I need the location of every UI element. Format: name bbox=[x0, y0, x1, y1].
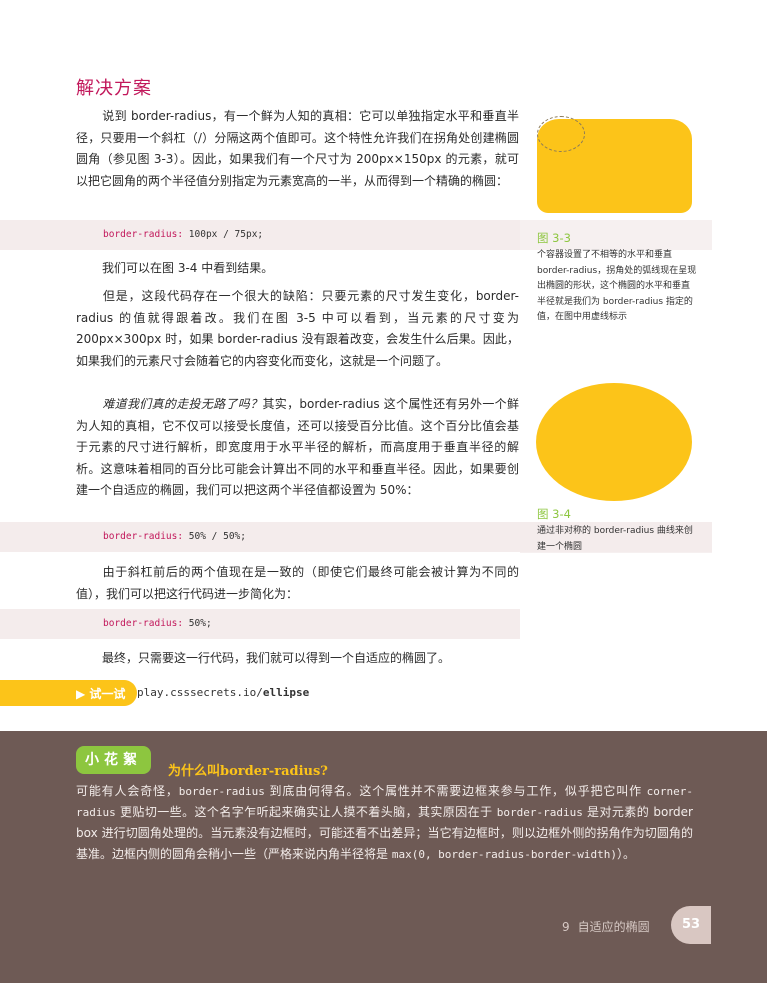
code-value: 100px / 75px; bbox=[183, 229, 264, 240]
tryit-url-prefix: play.csssecrets.io/ bbox=[137, 686, 263, 699]
tryit-link[interactable]: play.csssecrets.io/ellipse bbox=[137, 686, 309, 699]
tryit-band bbox=[0, 680, 137, 706]
code-prop: border-radius: bbox=[103, 531, 184, 542]
section-title: 解决方案 bbox=[76, 78, 152, 99]
paragraph-6-text: 最终，只需要这一行代码，我们就可以得到一个自适应的椭圆了。 bbox=[102, 651, 451, 665]
tip-code: corner-radius bbox=[76, 785, 693, 819]
code-block-1: border-radius: 100px / 75px; bbox=[0, 220, 520, 250]
footer: 9 自适应的椭圆 bbox=[562, 918, 650, 935]
chapter-title: 自适应的椭圆 bbox=[577, 920, 650, 934]
paragraph-6: 最终，只需要这一行代码，我们就可以得到一个自适应的椭圆了。 bbox=[76, 648, 519, 670]
paragraph-3: 但是，这段代码存在一个很大的缺陷：只要元素的尺寸发生变化，border-radi… bbox=[76, 286, 519, 372]
paragraph-4-text: 其实，border-radius 这个属性还有另外一个鲜为人知的真相，它不仅可以… bbox=[76, 397, 519, 497]
figure-3-3-dashed-ellipse bbox=[537, 116, 585, 152]
code-prop: border-radius: bbox=[103, 618, 184, 629]
figure-3-4-caption: 通过非对称的 border-radius 曲线来创建一个椭圆 bbox=[537, 526, 693, 552]
tip-code: max(0, border-radius-border-width) bbox=[391, 848, 617, 861]
tip-text: 到底由何得名。这个属性并不需要边框来参与工作，似乎把它叫作 bbox=[264, 784, 647, 798]
figure-3-3-title: 图 3-3 bbox=[537, 231, 571, 245]
paragraph-1-text: 说到 border-radius，有一个鲜为人知的真相：它可以单独指定水平和垂直… bbox=[76, 109, 519, 188]
page-number: 53 bbox=[671, 906, 711, 944]
paragraph-1: 说到 border-radius，有一个鲜为人知的真相：它可以单独指定水平和垂直… bbox=[76, 106, 519, 192]
tip-text: 是对元素的 border box 进行切圆角处理的。当元素没有边框时，可能还看不… bbox=[76, 805, 693, 861]
tryit-url-slug: ellipse bbox=[262, 686, 310, 699]
tip-text: 可能有人会奇怪， bbox=[76, 784, 179, 798]
tip-text: 更贴切一些。这个名字乍听起来确实让人摸不着头脑，其实原因在于 bbox=[115, 805, 497, 819]
code-value: 50% / 50%; bbox=[183, 531, 246, 542]
code-block-2: border-radius: 50% / 50%; bbox=[0, 522, 712, 552]
paragraph-5-text: 由于斜杠前后的两个值现在是一致的（即使它们最终可能会被计算为不同的值），我们可以… bbox=[76, 565, 519, 601]
tip-text: ）。 bbox=[617, 847, 636, 861]
figure-3-3-caption: 个容器设置了不相等的水平和垂直 border-radius，拐角处的弧线现在呈现… bbox=[537, 250, 697, 322]
code-prop: border-radius: bbox=[103, 229, 184, 240]
paragraph-2: 我们可以在图 3-4 中看到结果。 bbox=[76, 258, 519, 280]
figure-3-4-title: 图 3-4 bbox=[537, 507, 571, 521]
paragraph-4: 难道我们真的走投无路了吗？其实，border-radius 这个属性还有另外一个… bbox=[76, 394, 519, 502]
tryit-label: ▶ 试一试 bbox=[76, 687, 126, 701]
code-value: 50%; bbox=[183, 618, 212, 629]
tip-body: 可能有人会奇怪，border-radius 到底由何得名。这个属性并不需要边框来… bbox=[76, 781, 693, 865]
paragraph-2-text: 我们可以在图 3-4 中看到结果。 bbox=[102, 261, 274, 275]
chapter-number: 9 bbox=[562, 920, 570, 934]
figure-3-4-ellipse bbox=[536, 383, 692, 501]
paragraph-3-text: 但是，这段代码存在一个很大的缺陷：只要元素的尺寸发生变化，border-radi… bbox=[76, 289, 519, 368]
paragraph-5: 由于斜杠前后的两个值现在是一致的（即使它们最终可能会被计算为不同的值），我们可以… bbox=[76, 562, 519, 605]
tip-badge: 小花絮 bbox=[76, 746, 151, 774]
tip-code: border-radius bbox=[178, 785, 265, 798]
tip-title: 为什么叫border-radius? bbox=[168, 764, 328, 779]
code-block-3: border-radius: 50%; bbox=[0, 609, 520, 639]
paragraph-4-italic: 难道我们真的走投无路了吗？ bbox=[102, 397, 263, 411]
tip-code: border-radius bbox=[496, 806, 583, 819]
